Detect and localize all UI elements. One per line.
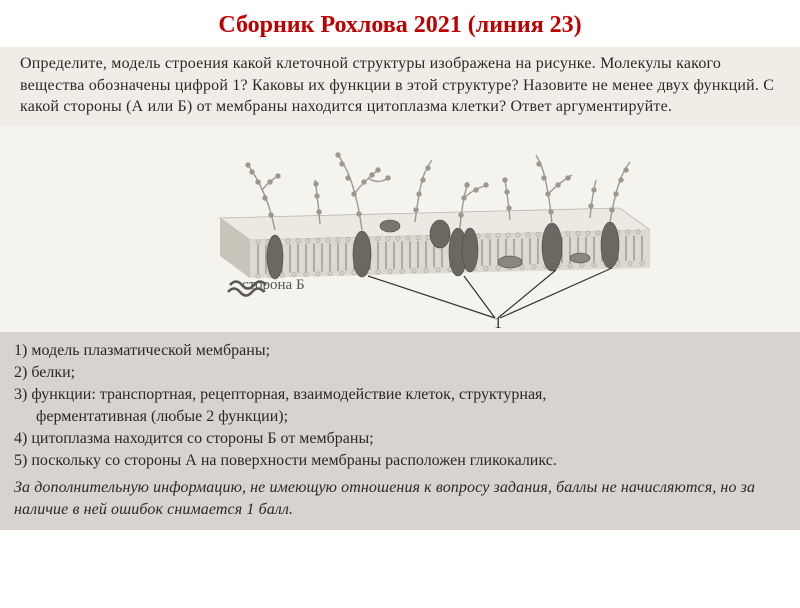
answer-item-5: 5) поскольку со стороны А на поверхности… xyxy=(14,450,786,471)
side-label: сторона Б xyxy=(242,277,305,294)
answer-item-3b: ферментативная (любые 2 функции); xyxy=(14,406,786,427)
diagram-container: 1 сторона Б xyxy=(0,126,800,332)
membrane-diagram: 1 сторона Б xyxy=(140,130,660,330)
answer-item-4: 4) цитоплазма находится со стороны Б от … xyxy=(14,428,786,449)
membrane-svg: 1 xyxy=(140,130,660,330)
answer-item-3: 3) функции: транспортная, рецепторная, в… xyxy=(14,384,786,405)
question-text: Определите, модель строения какой клеточ… xyxy=(0,47,800,126)
pointer-label: 1 xyxy=(494,315,502,330)
answer-block: 1) модель плазматической мембраны; 2) бе… xyxy=(0,332,800,530)
answer-note: За дополнительную информацию, не имеющую… xyxy=(14,477,786,519)
answer-item-2: 2) белки; xyxy=(14,362,786,383)
page-title: Сборник Рохлова 2021 (линия 23) xyxy=(0,0,800,47)
answer-item-1: 1) модель плазматической мембраны; xyxy=(14,340,786,361)
